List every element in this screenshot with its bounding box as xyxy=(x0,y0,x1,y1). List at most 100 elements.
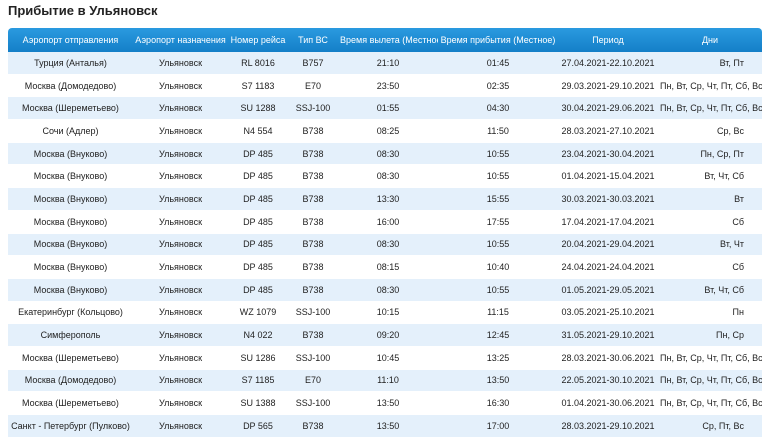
table-cell: Ульяновск xyxy=(133,323,228,347)
table-row: Симферополь Ульяновск N4 022 B738 09:20 12:45… xyxy=(8,323,762,347)
table-cell: Ульяновск xyxy=(133,119,228,143)
table-cell: 31.05.2021-29.10.2021 xyxy=(558,323,658,347)
table-cell: Москва (Внуково) xyxy=(8,278,133,302)
table-cell: 10:55 xyxy=(438,142,558,166)
table-cell: DP 485 xyxy=(228,255,288,279)
table-cell: Сб xyxy=(658,255,762,279)
table-cell: 21:10 xyxy=(338,52,438,75)
table-cell: Симферополь xyxy=(8,323,133,347)
table-cell: Ульяновск xyxy=(133,301,228,325)
table-cell: Пн, Вт, Ср, Чт, Пт, Сб, Вс xyxy=(658,346,762,370)
table-row: Москва (Внуково) Ульяновск DP 485 B738 08:30… xyxy=(8,278,762,302)
table-cell: Вт, Пт xyxy=(658,52,762,75)
table-cell: 01.04.2021-30.06.2021 xyxy=(558,391,658,415)
table-cell: DP 485 xyxy=(228,233,288,257)
table-cell: Турция (Анталья) xyxy=(8,52,133,75)
column-header: Время прибытия (Местное) xyxy=(438,28,558,52)
table-cell: 11:15 xyxy=(438,301,558,325)
table-row: Москва (Внуково) Ульяновск DP 485 B738 16:00… xyxy=(8,210,762,234)
table-cell: DP 485 xyxy=(228,187,288,211)
table-cell: 10:15 xyxy=(338,301,438,325)
column-header: Дни xyxy=(658,28,762,52)
table-cell: S7 1185 xyxy=(228,369,288,393)
table-cell: Ульяновск xyxy=(133,210,228,234)
table-cell: 17:55 xyxy=(438,210,558,234)
table-cell: Ульяновск xyxy=(133,369,228,393)
table-cell: Ульяновск xyxy=(133,187,228,211)
table-row: Екатеринбург (Кольцово) Ульяновск WZ 1079 S… xyxy=(8,301,762,325)
table-cell: SU 1388 xyxy=(228,391,288,415)
table-row: Турция (Анталья) Ульяновск RL 8016 B757 21:1… xyxy=(8,52,762,75)
table-cell: DP 485 xyxy=(228,142,288,166)
table-cell: N4 554 xyxy=(228,119,288,143)
table-cell: Ульяновск xyxy=(133,391,228,415)
table-cell: B738 xyxy=(288,233,338,257)
table-cell: B738 xyxy=(288,278,338,302)
table-cell: B738 xyxy=(288,323,338,347)
column-header: Номер рейса xyxy=(228,28,288,52)
table-cell: 08:30 xyxy=(338,233,438,257)
table-cell: Ср, Пт, Вс xyxy=(658,414,762,438)
table-cell: Москва (Внуково) xyxy=(8,233,133,257)
table-cell: DP 485 xyxy=(228,278,288,302)
table-cell: Сб xyxy=(658,210,762,234)
table-row: Санкт - Петербург (Пулково) Ульяновск DP 5… xyxy=(8,414,762,438)
table-cell: 16:00 xyxy=(338,210,438,234)
table-cell: Москва (Домодедово) xyxy=(8,74,133,98)
table-body: Турция (Анталья) Ульяновск RL 8016 B757 21:1… xyxy=(8,52,762,438)
table-cell: 20.04.2021-29.04.2021 xyxy=(558,233,658,257)
table-cell: 28.03.2021-30.06.2021 xyxy=(558,346,658,370)
table-cell: B738 xyxy=(288,414,338,438)
table-cell: 29.03.2021-29.10.2021 xyxy=(558,74,658,98)
table-cell: Пн, Вт, Ср, Чт, Пт, Сб, Вс xyxy=(658,391,762,415)
table-cell: Москва (Шереметьево) xyxy=(8,346,133,370)
table-cell: B738 xyxy=(288,255,338,279)
table-cell: 10:55 xyxy=(438,164,558,189)
table-cell: 13:50 xyxy=(338,414,438,438)
table-cell: 04:30 xyxy=(438,96,558,121)
table-row: Москва (Внуково) Ульяновск DP 485 B738 08:15… xyxy=(8,255,762,279)
table-cell: 13:50 xyxy=(338,391,438,415)
table-cell: 12:45 xyxy=(438,323,558,347)
table-cell: 02:35 xyxy=(438,74,558,98)
table-cell: Москва (Шереметьево) xyxy=(8,96,133,121)
table-cell: Москва (Внуково) xyxy=(8,255,133,279)
table-cell: 08:25 xyxy=(338,119,438,143)
table-cell: B738 xyxy=(288,119,338,143)
table-cell: Ульяновск xyxy=(133,142,228,166)
table-cell: 01:55 xyxy=(338,96,438,121)
table-cell: 10:55 xyxy=(438,278,558,302)
table-cell: Ср, Вс xyxy=(658,119,762,143)
table-cell: DP 565 xyxy=(228,414,288,438)
table-row: Москва (Шереметьево) Ульяновск SU 1286 SSJ-… xyxy=(8,346,762,370)
table-cell: Пн, Вт, Ср, Чт, Пт, Сб, Вс xyxy=(658,74,762,98)
table-cell: 24.04.2021-24.04.2021 xyxy=(558,255,658,279)
table-cell: 13:50 xyxy=(438,369,558,393)
page-title: Прибытие в Ульяновск xyxy=(8,3,158,18)
table-cell: SSJ-100 xyxy=(288,346,338,370)
table-cell: 23:50 xyxy=(338,74,438,98)
table-cell: SSJ-100 xyxy=(288,301,338,325)
table-cell: S7 1183 xyxy=(228,74,288,98)
table-cell: SSJ-100 xyxy=(288,96,338,121)
table-cell: 23.04.2021-30.04.2021 xyxy=(558,142,658,166)
table-row: Москва (Внуково) Ульяновск DP 485 B738 13:30… xyxy=(8,187,762,211)
table-cell: Пн xyxy=(658,301,762,325)
table-cell: Ульяновск xyxy=(133,74,228,98)
table-cell: 13:25 xyxy=(438,346,558,370)
table-cell: 10:40 xyxy=(438,255,558,279)
table-cell: 10:45 xyxy=(338,346,438,370)
table-cell: 16:30 xyxy=(438,391,558,415)
table-cell: Ульяновск xyxy=(133,278,228,302)
table-cell: Москва (Внуково) xyxy=(8,164,133,189)
table-cell: 03.05.2021-25.10.2021 xyxy=(558,301,658,325)
header-row: Аэропорт отправления Аэропорт назначения Н… xyxy=(8,28,762,52)
table-cell: 30.03.2021-30.03.2021 xyxy=(558,187,658,211)
column-header: Аэропорт назначения xyxy=(133,28,228,52)
table-cell: SU 1288 xyxy=(228,96,288,121)
table-cell: Вт, Чт xyxy=(658,233,762,257)
table-cell: N4 022 xyxy=(228,323,288,347)
table-cell: 09:20 xyxy=(338,323,438,347)
table-row: Москва (Домодедово) Ульяновск S7 1183 E70 23… xyxy=(8,74,762,98)
table-cell: 01.05.2021-29.05.2021 xyxy=(558,278,658,302)
